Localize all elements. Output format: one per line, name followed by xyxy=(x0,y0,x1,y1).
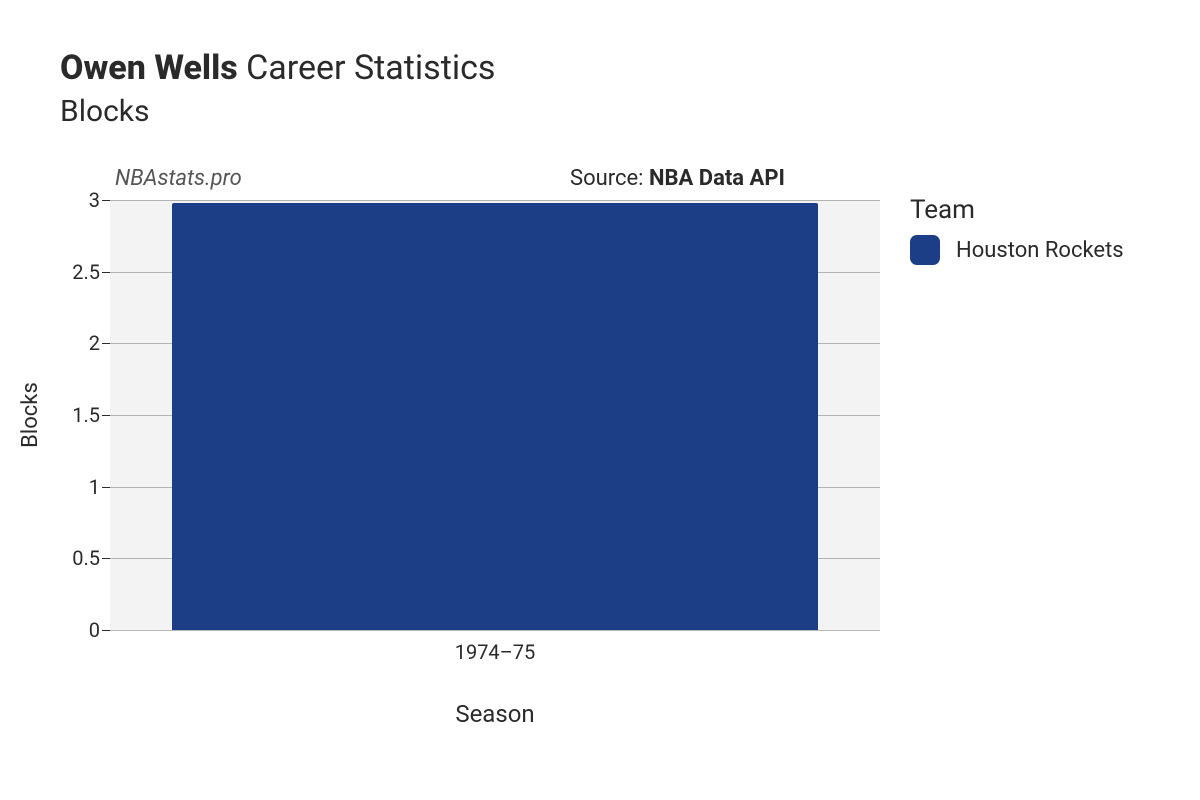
legend-swatch xyxy=(910,235,940,265)
source-prefix: Source: xyxy=(570,166,649,191)
watermark-text: NBAstats.pro xyxy=(115,166,242,191)
y-tick-label: 3 xyxy=(89,188,110,212)
bar xyxy=(172,203,819,630)
chart-subtitle: Blocks xyxy=(60,94,495,129)
y-tick-label: 1.5 xyxy=(72,403,110,427)
chart-title: Owen Wells Career Statistics xyxy=(60,48,495,88)
plot-area: 00.511.522.531974–75 xyxy=(110,200,880,630)
y-tick-label: 2.5 xyxy=(72,260,110,284)
y-tick-label: 0 xyxy=(89,618,110,642)
chart-title-player: Owen Wells xyxy=(60,48,238,88)
y-tick-label: 0.5 xyxy=(72,546,110,570)
gridline xyxy=(110,200,880,201)
chart-title-suffix: Career Statistics xyxy=(246,48,495,88)
x-tick-label: 1974–75 xyxy=(455,630,536,664)
x-axis-title: Season xyxy=(455,700,534,728)
legend-title: Team xyxy=(910,195,1124,225)
source-label: Source: NBA Data API xyxy=(570,166,785,191)
legend: Team Houston Rockets xyxy=(910,195,1124,265)
legend-label: Houston Rockets xyxy=(956,238,1124,263)
chart-title-block: Owen Wells Career Statistics Blocks xyxy=(60,48,495,129)
source-name: NBA Data API xyxy=(649,166,785,191)
legend-item: Houston Rockets xyxy=(910,235,1124,265)
y-axis-title: Blocks xyxy=(18,382,43,448)
y-tick-label: 2 xyxy=(89,331,110,355)
y-tick-label: 1 xyxy=(89,475,110,499)
